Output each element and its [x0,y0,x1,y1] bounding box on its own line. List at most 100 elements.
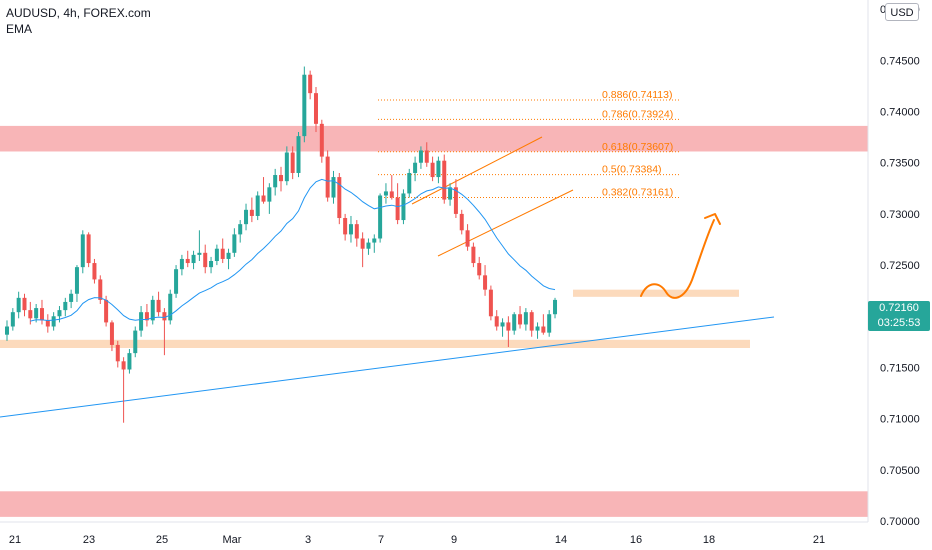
candle-body [337,177,342,219]
candle-body [273,175,278,188]
candle-body [418,150,423,163]
candle-body [98,279,103,300]
fib-level-label: 0.886(0.74113) [602,89,672,101]
time-tick-label: 21 [813,534,825,546]
candle-body [296,136,301,173]
candle-body [232,234,237,253]
candle-body [430,162,435,178]
price-tick-label: 0.71000 [880,414,920,426]
candle-body [436,160,441,178]
candle-body [197,252,202,255]
candle-body [121,361,126,370]
last-price-tag: 0.72160 03:25:53 [868,301,930,331]
symbol-title: AUDUSD, 4h, FOREX.com [6,6,151,20]
candle-body [395,197,400,221]
time-tick-label: 14 [555,534,567,546]
candle-body [92,263,97,280]
projection-arrowhead [704,213,721,225]
candle-body [279,175,284,182]
candle-body [28,310,33,319]
fib-level-label: 0.786(0.73924) [602,108,673,120]
candle-body [389,191,394,198]
candle-body [290,152,295,173]
candle-body [313,93,318,124]
candle-body [354,224,359,239]
fibonacci-layer: 0.886(0.74113) 0.786(0.73924) 0.618(0.7360… [378,89,680,198]
candle-body [80,234,85,268]
candle-body [51,316,56,327]
time-tick-label: 25 [156,534,168,546]
candle-body [413,162,418,173]
candle-body [226,252,231,259]
bar-countdown: 03:25:53 [877,317,921,329]
ema-line [30,178,556,322]
candle-body [69,293,74,302]
indicator-label[interactable]: EMA [6,22,33,36]
candle-body [459,213,464,231]
candle-body [104,299,109,323]
candle-body [448,187,453,200]
candle-body [185,258,190,264]
price-tick-label: 0.73000 [880,209,920,221]
candle-body [209,261,214,268]
candle-body [16,297,21,313]
candle-body [308,74,313,94]
candle-body [348,224,353,235]
candle-body [133,330,138,354]
candle-body [249,209,254,216]
candle-body [547,314,552,333]
candle-body [378,195,383,239]
candle-body [302,74,307,137]
candle-body [518,314,523,325]
candle-body [168,293,173,321]
zone-support-upper [573,289,739,297]
candle-body [477,263,482,276]
time-tick-label: 9 [451,534,457,546]
channel-lower-line [437,189,574,257]
candle-body [325,156,330,198]
candle-body [39,308,44,321]
time-tick-label: 23 [83,534,95,546]
candle-body [331,177,336,198]
candle-body [86,234,91,264]
candle-body [238,224,243,235]
candle-body [179,258,184,270]
candles-layer [5,66,558,423]
candle-body [553,299,558,315]
candle-body [244,209,249,225]
candle-body [529,312,534,331]
price-tick-label: 0.70000 [880,516,920,528]
chart-legend: AUDUSD, 4h, FOREX.com EMA [6,5,151,37]
candle-body [5,326,9,335]
candle-body [494,316,499,327]
candle-body [63,301,68,311]
ascending-trendline [0,316,775,418]
candle-body [319,123,324,157]
candle-body [220,248,225,259]
candle-body [22,297,27,311]
candle-body [500,322,505,327]
candle-body [512,314,517,331]
zone-lower [0,491,868,517]
last-price-value: 0.72160 [879,302,919,314]
candle-body [267,187,272,202]
candle-body [34,308,39,319]
candle-body [255,195,260,216]
fib-level-label: 0.618(0.73607) [602,141,673,153]
candle-body [488,289,493,317]
candle-body [127,353,132,370]
candle-body [383,191,388,196]
candle-body [366,242,371,249]
candle-body [535,326,540,331]
price-tick-label: 0.73500 [880,158,920,170]
candle-body [162,312,167,321]
candle-body [150,299,155,321]
currency-button[interactable]: USD [885,3,919,21]
candle-body [139,312,144,331]
price-tick-label: 0.71500 [880,362,920,374]
trendlines-layer [0,136,775,418]
axes-layer: 0.750000.745000.740000.735000.730000.725… [0,0,920,546]
candle-body [144,312,149,321]
